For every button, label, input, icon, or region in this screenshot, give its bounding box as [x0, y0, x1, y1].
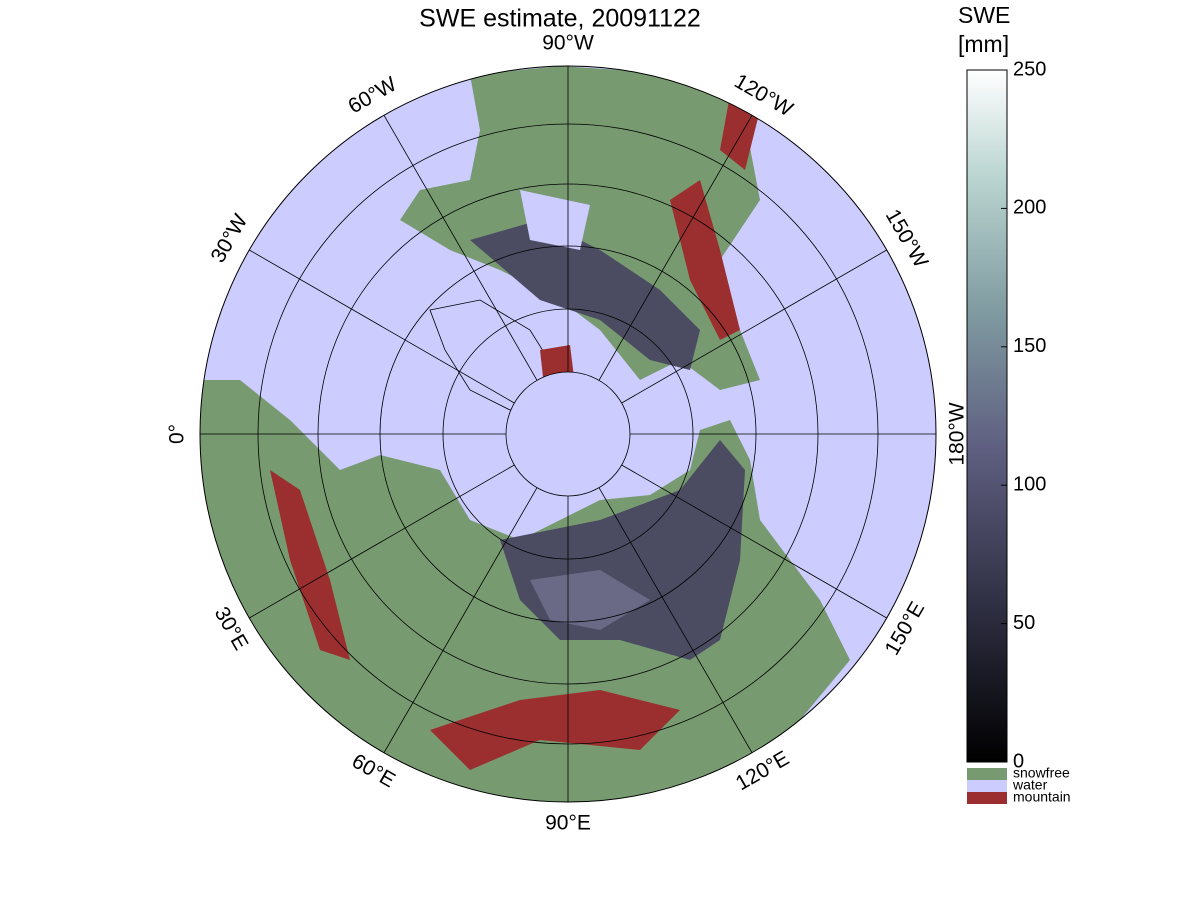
legend-swatch [967, 768, 1007, 780]
mountain-area [270, 470, 350, 660]
colorbar [966, 69, 1008, 763]
legend-label: snowfree [1013, 765, 1070, 781]
colorbar-tick-label: 0 [1013, 750, 1024, 772]
mountain-area [430, 690, 680, 770]
meridian [598, 487, 753, 753]
map [200, 66, 936, 802]
colorbar-tick-label: 150 [1013, 335, 1046, 357]
longitude-label: 90°W [542, 32, 594, 55]
colorbar-tick-label: 100 [1013, 473, 1046, 495]
legend-label: water [1012, 777, 1048, 793]
colorbar-tick-label: 250 [1013, 58, 1046, 80]
legend-label: mountain [1013, 789, 1071, 805]
map-border [199, 65, 937, 803]
longitude-label: 90°E [545, 812, 591, 835]
mountain-area [670, 180, 740, 340]
meridian [249, 249, 515, 404]
colorbar-tick-label: 50 [1013, 612, 1035, 634]
meridian [383, 487, 538, 753]
legend-swatch [967, 780, 1007, 792]
longitude-label: 180°W [946, 402, 969, 465]
colorbar-tick-label: 200 [1013, 197, 1046, 219]
longitude-label: 0° [166, 424, 189, 444]
colorbar-label: SWE [958, 2, 1010, 28]
snow-area [470, 220, 700, 370]
colorbar-label: [mm] [958, 31, 1009, 57]
meridian [621, 464, 887, 619]
meridian [598, 115, 753, 381]
graticule [200, 66, 936, 802]
meridian [249, 464, 515, 619]
legend-swatch [967, 792, 1007, 804]
chart-title: SWE estimate, 20091122 [419, 5, 701, 33]
meridian [383, 115, 538, 381]
water-body [520, 190, 590, 250]
polar-sea [506, 372, 630, 496]
meridian [621, 249, 887, 404]
